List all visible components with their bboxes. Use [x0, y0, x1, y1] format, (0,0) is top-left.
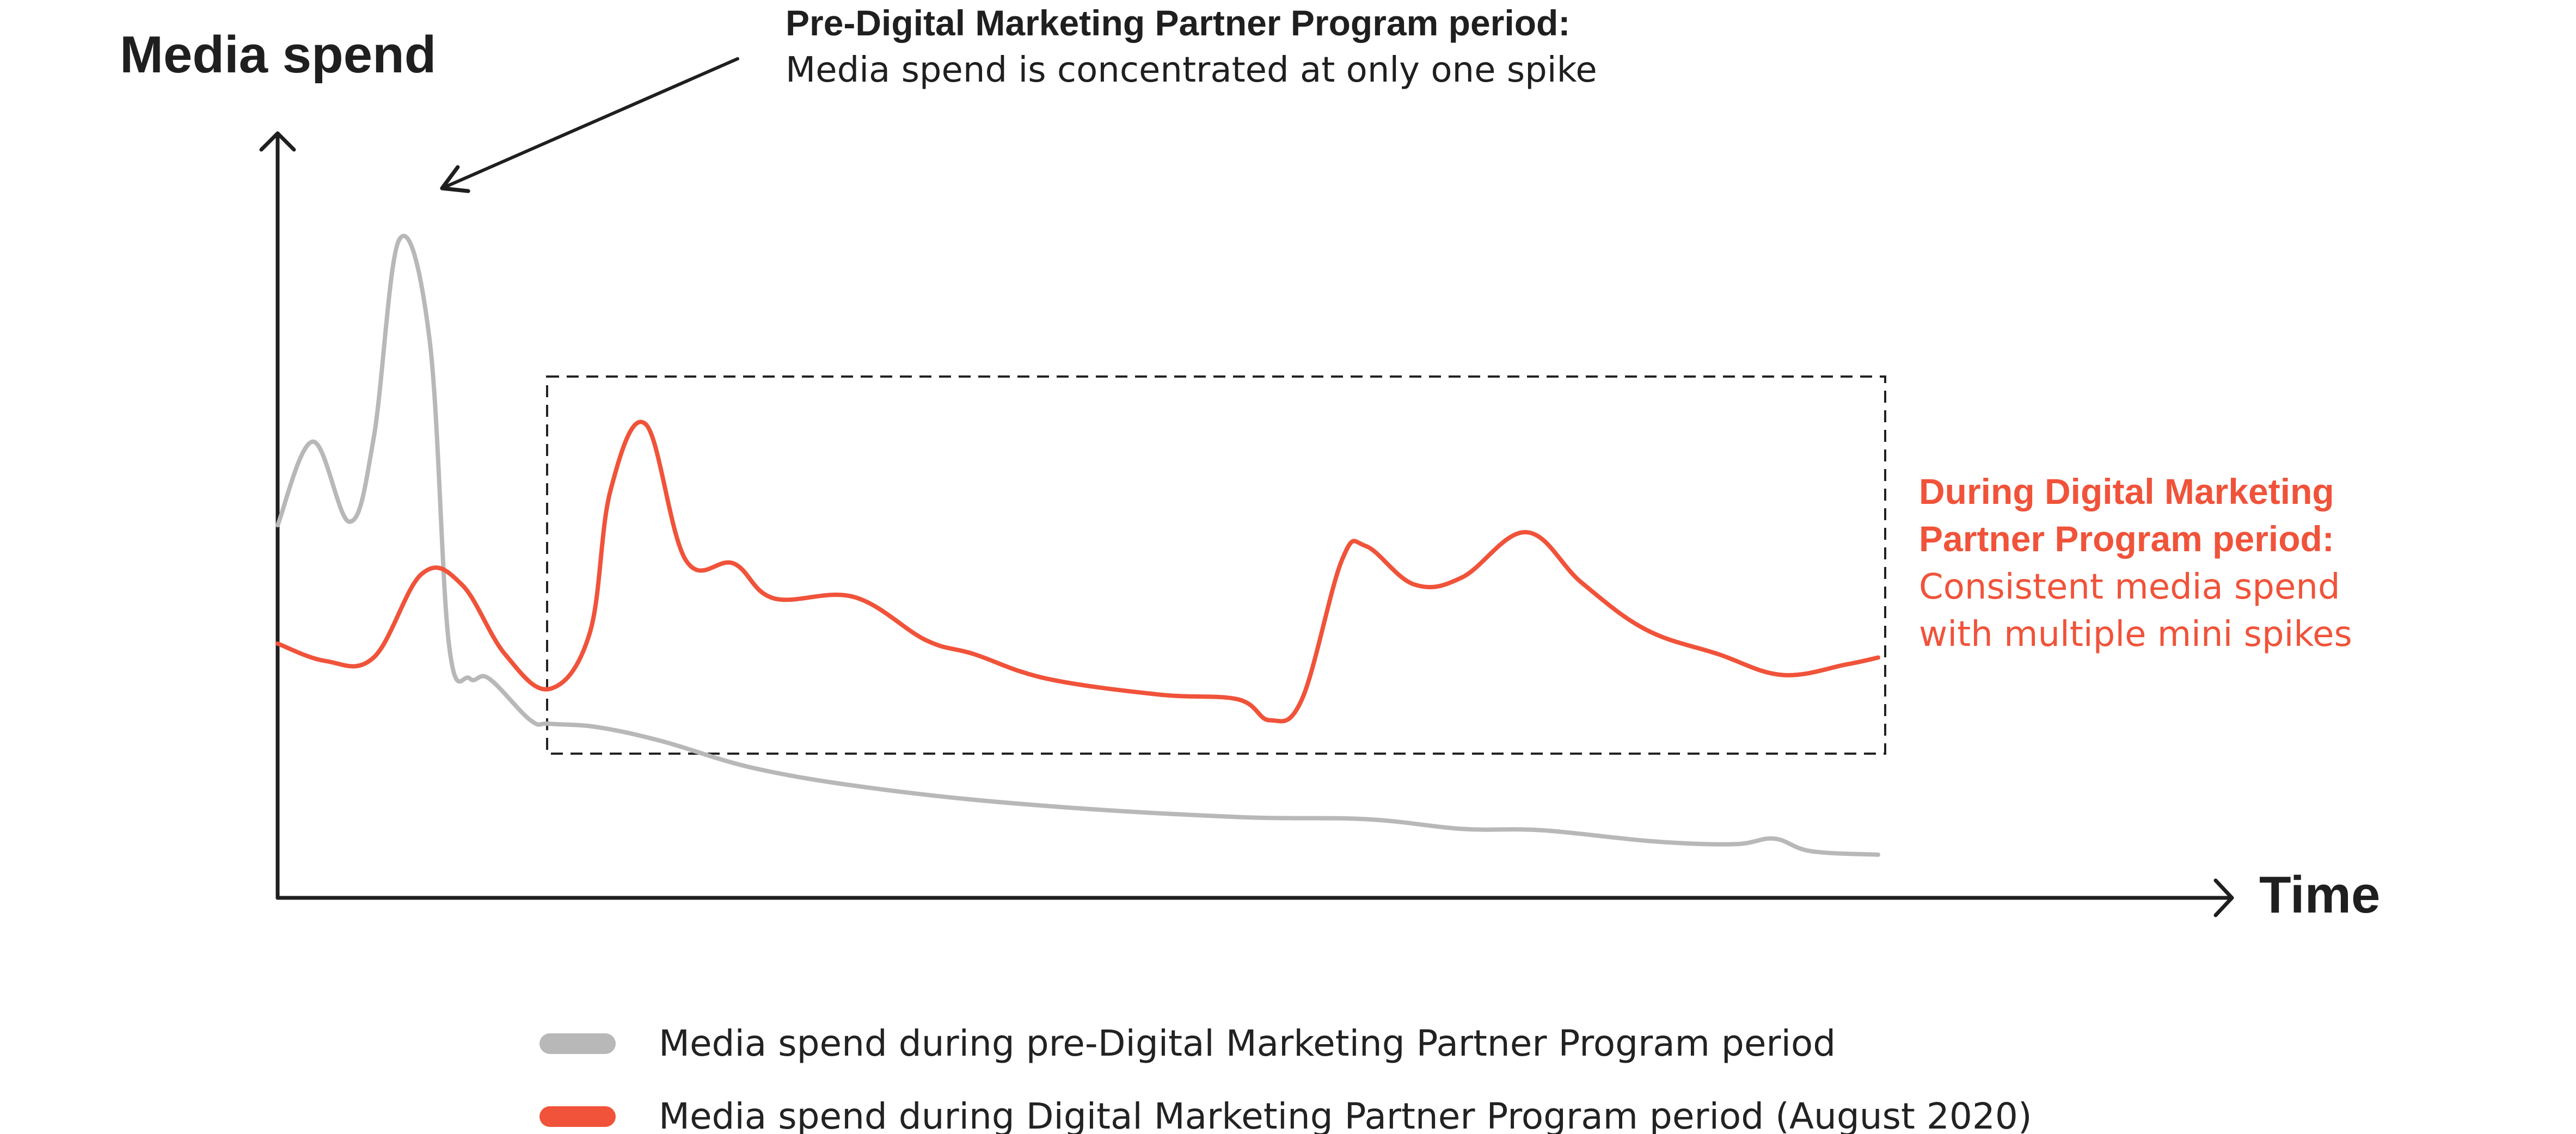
y-axis-arrowhead — [259, 131, 296, 152]
annotation-during-title-line-2: Partner Program period: — [1919, 519, 2334, 559]
series-line-pre — [275, 233, 1880, 857]
x-axis-arrowhead — [2213, 878, 2234, 917]
legend-label-during: Media spend during Digital Marketing Par… — [659, 1095, 2032, 1134]
during-period-highlight-box — [546, 375, 1886, 755]
legend: Media spend during pre-Digital Marketing… — [539, 1022, 2032, 1134]
annotation-pre-text: Media spend is concentrated at only one … — [786, 50, 1597, 90]
y-axis-label: Media spend — [120, 26, 436, 84]
x-axis-label: Time — [2259, 866, 2380, 924]
legend-label-pre: Media spend during pre-Digital Marketing… — [659, 1022, 1836, 1064]
annotation-during-text-line-1: Consistent media spend — [1919, 567, 2340, 607]
annotation-during-text-line-2: with multiple mini spikes — [1919, 614, 2352, 655]
series-line-during — [275, 420, 1880, 724]
annotation-arrow — [440, 57, 739, 193]
annotation-during-title-line-1: During Digital Marketing — [1919, 471, 2334, 511]
annotation-pre-title: Pre-Digital Marketing Partner Program pe… — [786, 3, 1570, 43]
